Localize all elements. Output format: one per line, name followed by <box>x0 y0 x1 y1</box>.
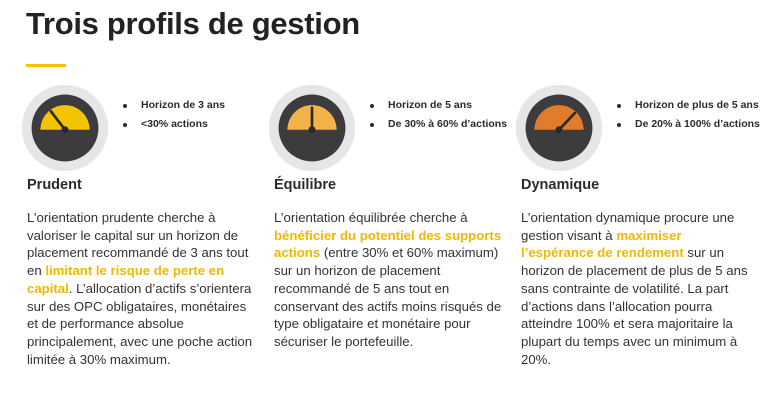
desc-text: sur un horizon de placement de plus de 5… <box>521 245 748 367</box>
desc-text: L’orientation dynamique procure une gest… <box>521 210 735 243</box>
dynamique-key-facts: Horizon de plus de 5 ans De 20% à 100% d… <box>615 99 760 137</box>
title-underline <box>26 64 66 67</box>
gauge-low-icon <box>21 84 109 172</box>
equilibre-horizon: Horizon de 5 ans <box>368 99 507 112</box>
gauge-medium-icon <box>268 84 356 172</box>
prudent-horizon: Horizon de 3 ans <box>121 99 225 112</box>
desc-text: (entre 30% et 60% maximum) sur un horizo… <box>274 245 502 349</box>
page-title: Trois profils de gestion <box>26 6 360 41</box>
desc-highlight: bénéficier du potentiel des supports act… <box>274 227 502 261</box>
equilibre-equity-share: De 30% à 60% d’actions <box>368 118 507 131</box>
profile-name-prudent: Prudent <box>27 177 82 193</box>
equilibre-key-facts: Horizon de 5 ans De 30% à 60% d’actions <box>368 99 507 137</box>
desc-highlight: maximiser l’espérance de rendement <box>521 227 684 261</box>
profile-description-equilibre: L’orientation équilibrée cherche à bénéf… <box>274 209 506 351</box>
profile-prudent: Horizon de 3 ans <30% actions Prudent L’… <box>21 84 261 394</box>
profile-name-dynamique: Dynamique <box>521 177 600 193</box>
desc-text: L’orientation prudente cherche à valoris… <box>27 210 249 279</box>
desc-text: L’orientation équilibrée cherche à <box>274 210 468 225</box>
desc-highlight: limitant le risque de perte en capital <box>27 263 225 296</box>
gauge-high-icon <box>515 84 603 172</box>
prudent-key-facts: Horizon de 3 ans <30% actions <box>121 99 225 137</box>
profile-equilibre: Horizon de 5 ans De 30% à 60% d’actions … <box>268 84 508 394</box>
dynamique-horizon: Horizon de plus de 5 ans <box>615 99 760 112</box>
desc-text: . L’allocation d’actifs s’orientera sur … <box>27 280 253 367</box>
profile-description-dynamique: L’orientation dynamique procure une gest… <box>521 209 753 368</box>
profile-name-equilibre: Équilibre <box>274 177 337 193</box>
profile-dynamique: Horizon de plus de 5 ans De 20% à 100% d… <box>515 84 760 394</box>
dynamique-equity-share: De 20% à 100% d’actions <box>615 118 760 131</box>
profile-description-prudent: L’orientation prudente cherche à valoris… <box>27 209 259 368</box>
prudent-equity-share: <30% actions <box>121 118 225 131</box>
